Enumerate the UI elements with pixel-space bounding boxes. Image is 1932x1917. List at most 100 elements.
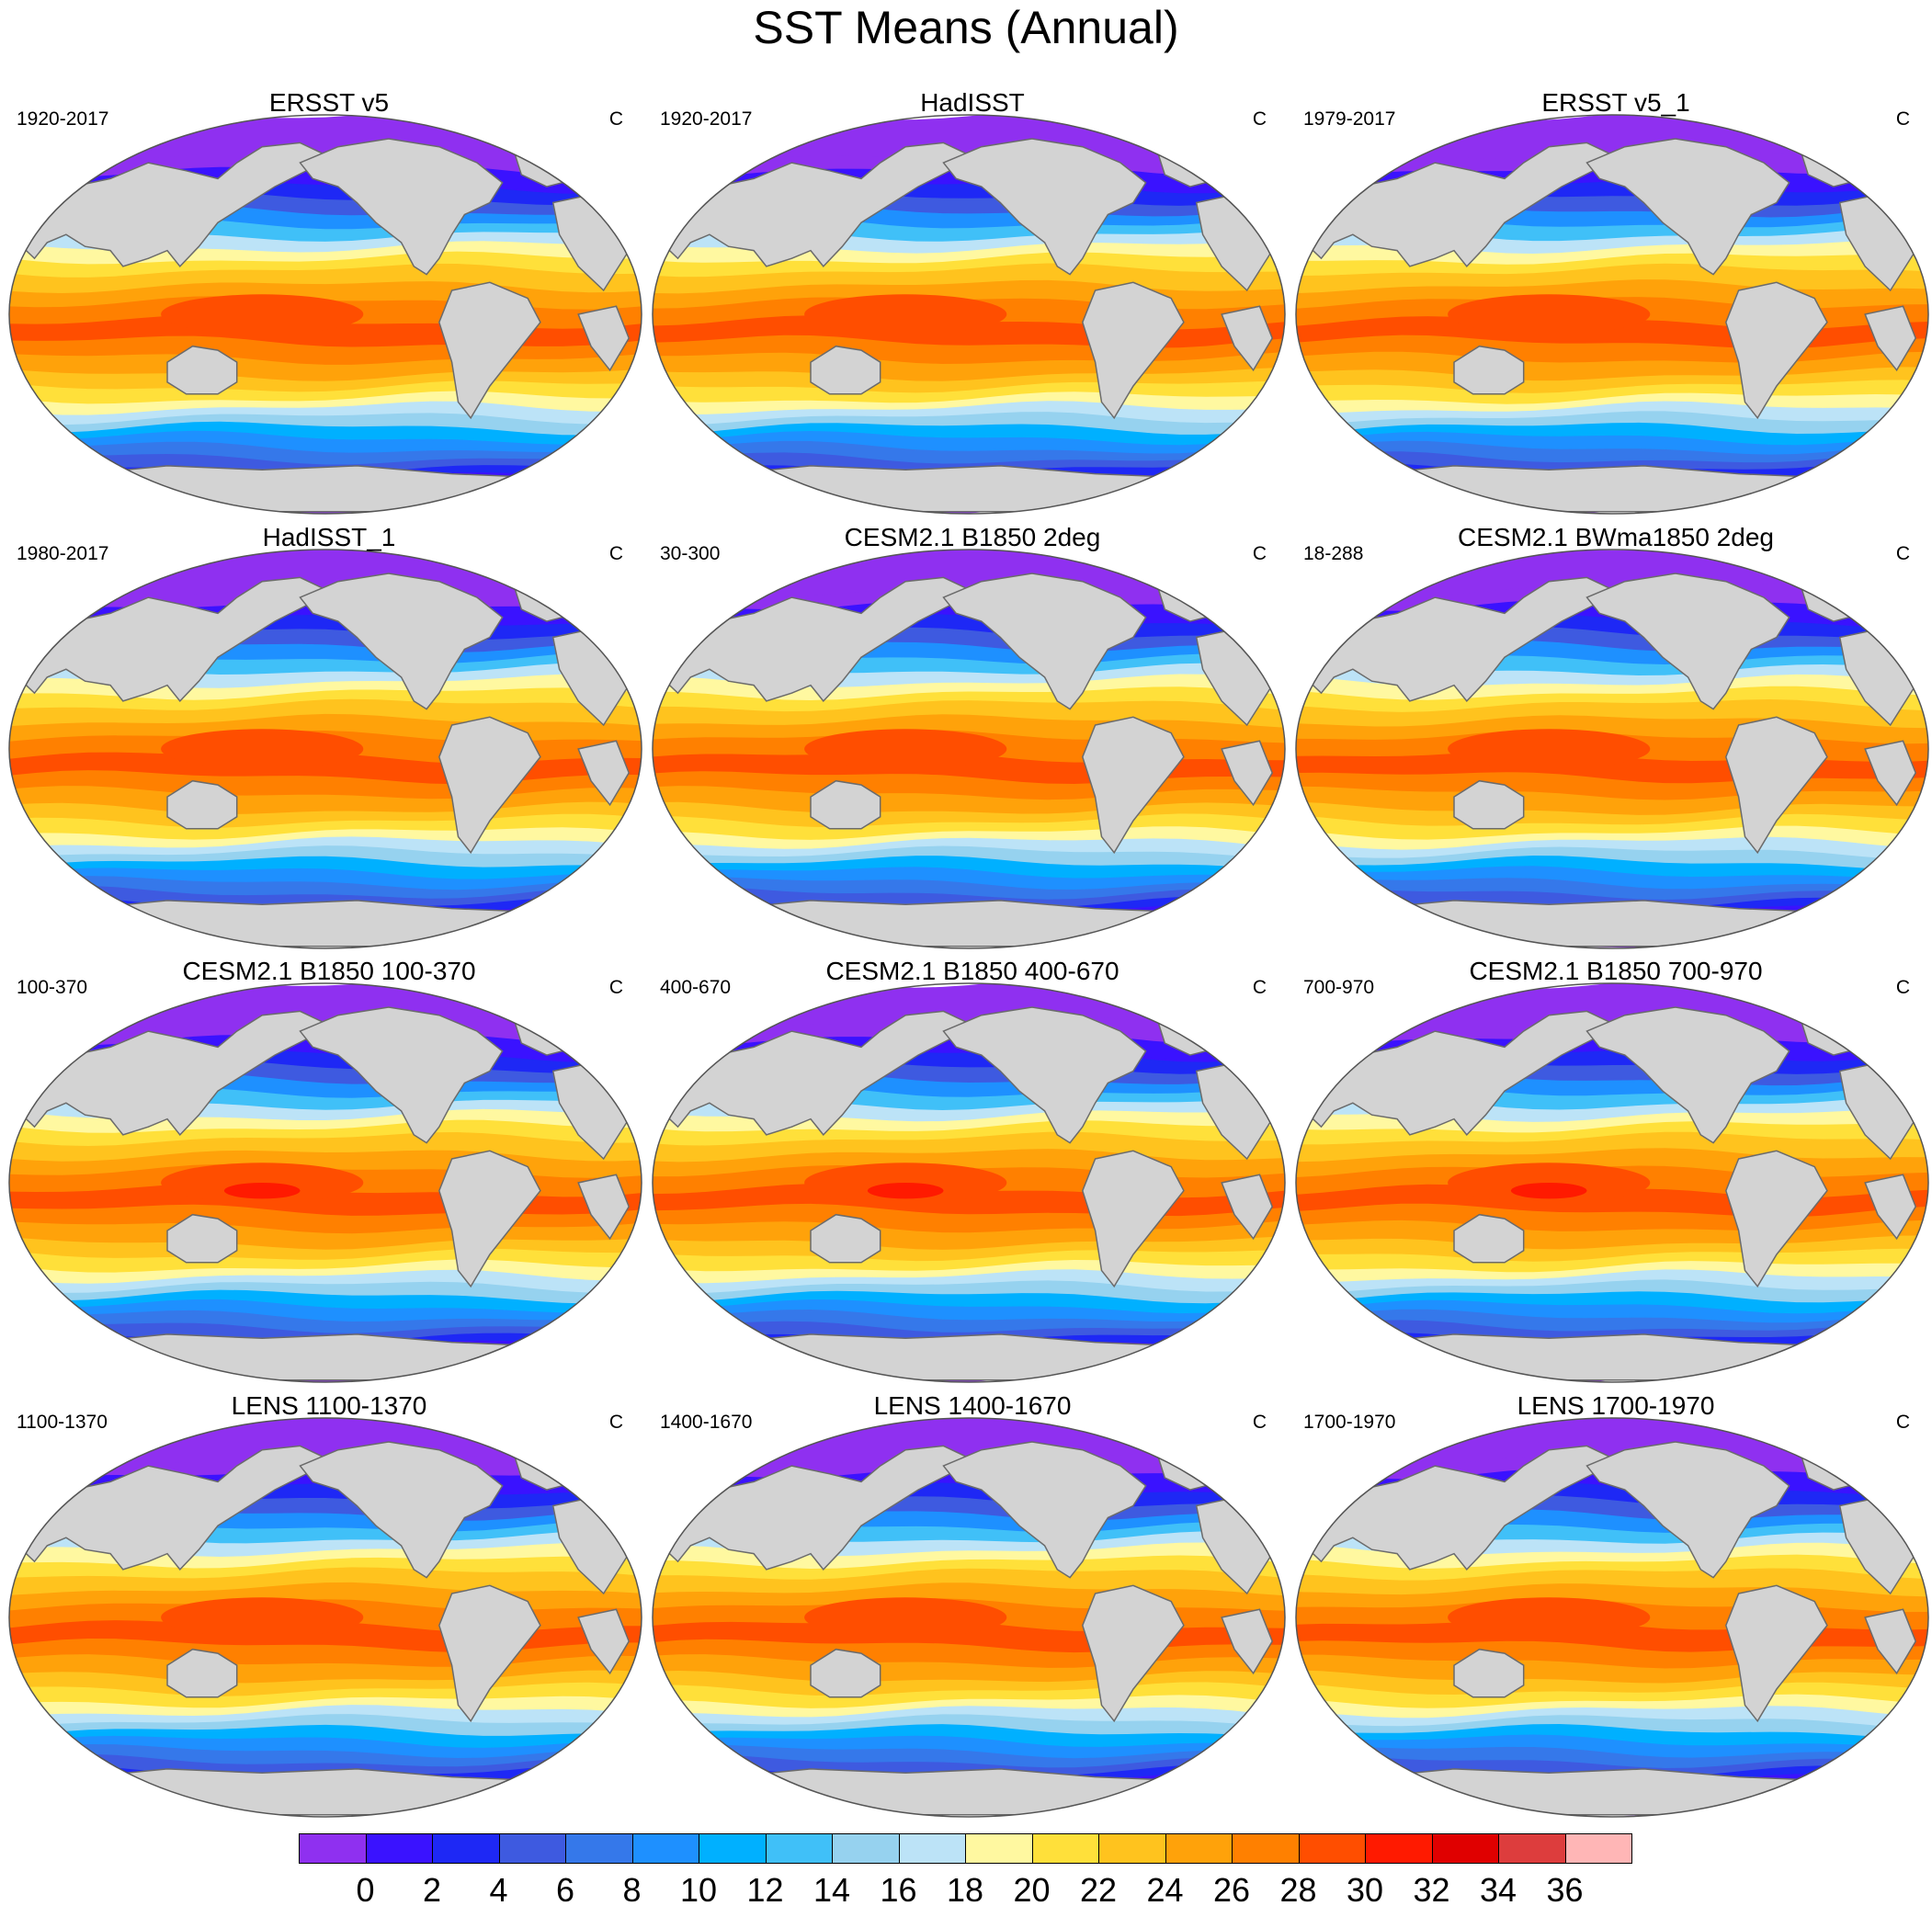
land-mass — [1453, 345, 1525, 395]
land-mass — [577, 1608, 631, 1675]
land-mass — [1585, 1441, 1790, 1579]
map-panel: CESM2.1 B1850 2deg 30-300 C — [651, 522, 1294, 963]
map-outline — [652, 982, 1286, 1383]
map-outline — [652, 1417, 1286, 1818]
sst-band — [653, 1299, 1285, 1323]
sst-band — [1296, 878, 1928, 902]
panel-period: 700-970 — [1303, 977, 1375, 998]
sst-band — [9, 413, 642, 437]
colorbar-swatch — [1365, 1833, 1433, 1864]
colorbar-tick-label: 24 — [1146, 1871, 1184, 1909]
panel-period: 1920-2017 — [17, 108, 109, 130]
hot-spot — [867, 1183, 944, 1199]
map-panel: LENS 1700-1970 1700-1970 C — [1294, 1390, 1932, 1832]
colorbar-tick-label: 28 — [1279, 1871, 1317, 1909]
map-panel: CESM2.1 B1850 100-370 100-370 C — [7, 956, 651, 1397]
panel-period: 1100-1370 — [17, 1412, 108, 1433]
panel-title: CESM2.1 B1850 2deg — [844, 523, 1101, 551]
sst-band — [9, 876, 642, 901]
sst-band — [9, 1705, 642, 1729]
warm-pool — [804, 1597, 1007, 1638]
sst-map — [1295, 549, 1929, 949]
land-mass — [577, 305, 631, 372]
panel-units: C — [1895, 977, 1910, 998]
panel-units: C — [608, 977, 623, 998]
colorbar-tick-label: 8 — [622, 1871, 642, 1909]
colorbar-swatch — [631, 1833, 699, 1864]
panel-period: 30-300 — [660, 543, 721, 564]
sst-map — [1295, 1417, 1929, 1818]
sst-band — [653, 867, 1285, 891]
sst-band — [9, 1310, 642, 1335]
map-panel: CESM2.1 B1850 400-670 400-670 C — [651, 956, 1294, 1397]
colorbar-swatch — [1098, 1833, 1166, 1864]
sst-band — [653, 1220, 1285, 1252]
map-panel: LENS 1400-1670 1400-1670 C — [651, 1390, 1294, 1832]
colorbar-swatch — [1165, 1833, 1233, 1864]
land-mass — [1221, 1608, 1274, 1675]
map-outline — [652, 114, 1286, 515]
sst-map — [1295, 114, 1929, 515]
colorbar: 0 2 4 6 8 10 12 14 16 18 20 22 24 26 28 30 32 34 36 — [0, 1833, 1932, 1917]
warm-pool — [1448, 294, 1651, 335]
sst-band — [1296, 1542, 1928, 1571]
panel-period: 1400-1670 — [660, 1412, 753, 1433]
sst-band — [9, 674, 642, 702]
land-mass — [1308, 142, 1614, 268]
sst-band — [1296, 1299, 1928, 1324]
sst-band — [653, 674, 1285, 702]
sst-band — [1296, 674, 1928, 702]
colorbar-tick-label: 26 — [1212, 1871, 1251, 1909]
land-mass — [166, 1648, 238, 1698]
colorbar-tick-label: 34 — [1479, 1871, 1517, 1909]
land-mass — [1725, 1150, 1828, 1288]
land-mass — [577, 1174, 631, 1241]
sst-band — [653, 1724, 1285, 1749]
land-mass — [21, 576, 327, 703]
sst-band — [1296, 431, 1928, 457]
colorbar-tick-label: 30 — [1346, 1871, 1384, 1909]
land-mass — [1585, 1006, 1790, 1144]
sst-band — [653, 1269, 1285, 1296]
sst-band — [1296, 1724, 1928, 1748]
colorbar-swatch — [432, 1833, 500, 1864]
sst-band — [9, 401, 642, 426]
colorbar-swatch — [1232, 1833, 1300, 1864]
land-mass — [1308, 576, 1614, 703]
sst-band — [9, 836, 642, 860]
colorbar-tick-label: 12 — [746, 1871, 784, 1909]
land-mass — [1082, 716, 1185, 855]
land-mass — [438, 1150, 541, 1288]
warm-pool — [1448, 729, 1651, 769]
colorbar-swatch — [565, 1833, 633, 1864]
panel-title: CESM2.1 B1850 700-970 — [1469, 957, 1763, 985]
panel-units: C — [608, 1412, 623, 1433]
sst-band — [1296, 1291, 1928, 1316]
land-mass — [942, 573, 1147, 710]
colorbar-swatch — [498, 1833, 566, 1864]
panel-units: C — [1895, 543, 1910, 564]
sst-band — [1296, 1734, 1928, 1760]
sst-band — [1296, 699, 1928, 730]
land-mass — [1221, 740, 1274, 807]
sst-band — [653, 1555, 1285, 1582]
land-mass — [21, 1445, 327, 1571]
panel-title: CESM2.1 B1850 100-370 — [182, 957, 476, 985]
hot-spot — [223, 1183, 301, 1199]
land-mass — [810, 1213, 881, 1264]
sst-map — [8, 549, 642, 949]
land-mass — [166, 345, 238, 395]
sst-band — [1296, 846, 1928, 871]
panel-title: CESM2.1 B1850 400-670 — [825, 957, 1119, 985]
land-mass — [166, 779, 238, 830]
sst-band — [1296, 1309, 1928, 1333]
panel-title: LENS 1100-1370 — [231, 1391, 427, 1420]
sst-band — [9, 453, 642, 477]
sst-map — [8, 114, 642, 515]
colorbar-swatch — [765, 1833, 833, 1864]
land-mass — [1864, 1608, 1917, 1675]
map-outline — [1295, 982, 1929, 1383]
sst-band — [1296, 1554, 1928, 1582]
sst-band — [9, 1289, 642, 1314]
colorbar-swatch — [365, 1833, 433, 1864]
